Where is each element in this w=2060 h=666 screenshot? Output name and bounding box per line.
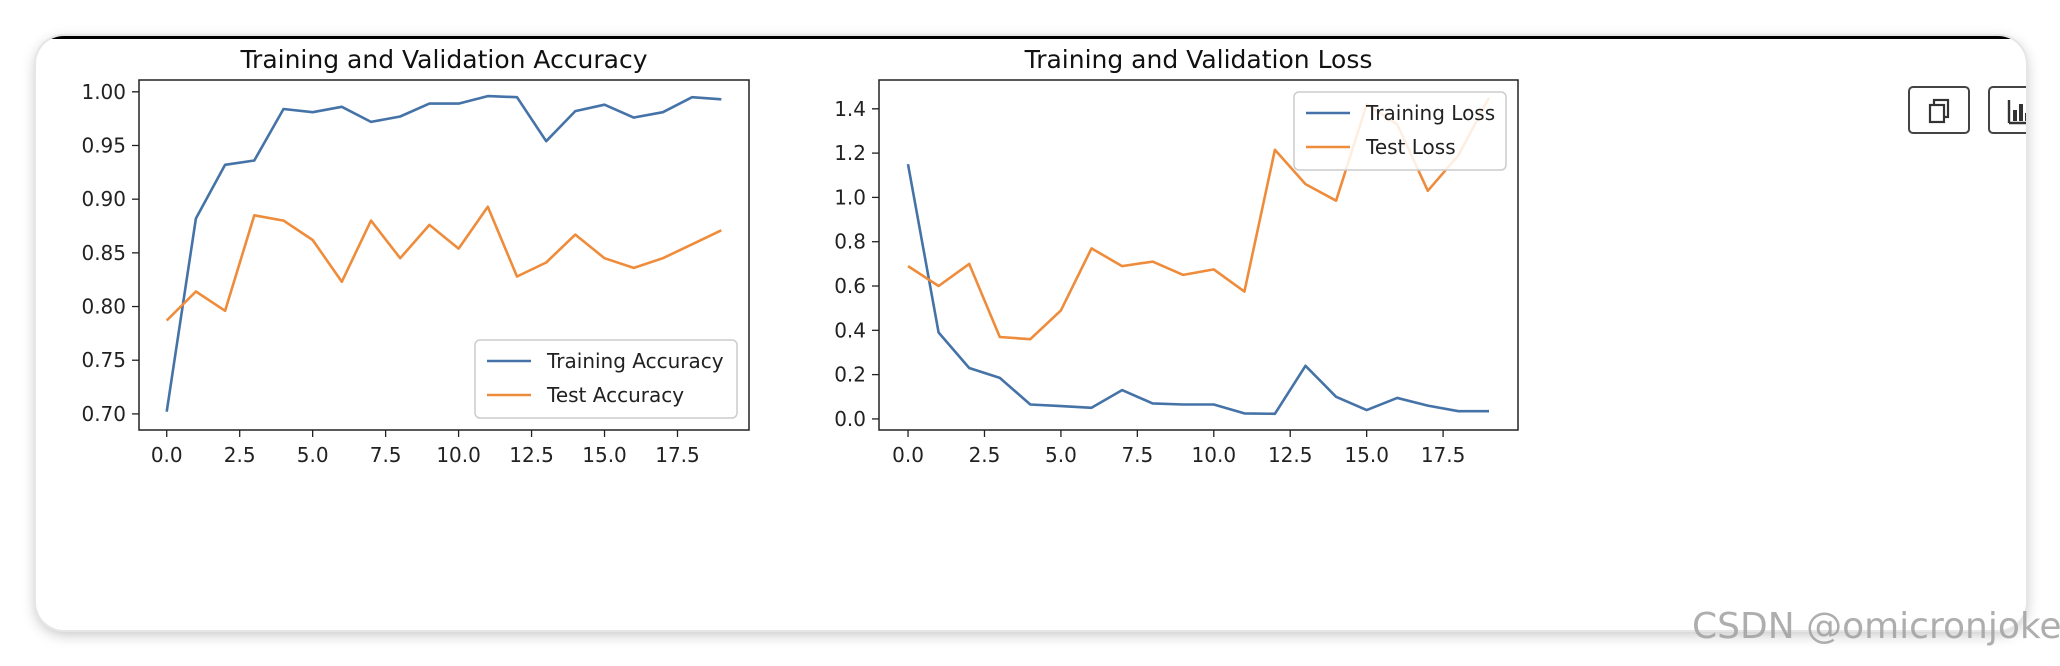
loss-plot: Training and Validation Loss 0.0 2.5 5.0 7.5…	[834, 45, 1519, 467]
x-tick-label: 15.0	[1344, 443, 1389, 467]
series-line-training-loss	[906, 163, 1489, 416]
chart-view-button[interactable]	[1988, 86, 2026, 134]
y-tick-label: 0.75	[81, 348, 126, 372]
x-tick-label: 17.5	[1421, 443, 1466, 467]
x-tick-label: 0.0	[892, 443, 924, 467]
y-tick-label: 0.0	[834, 407, 866, 431]
axes-frame	[138, 79, 750, 431]
y-tick-label: 0.2	[834, 363, 866, 387]
notebook-output-card: Training and Validation Accuracy 0.0 2.5 5.…	[36, 36, 2026, 630]
copy-icon	[1928, 98, 1950, 124]
y-tick-label: 0.8	[834, 230, 866, 254]
x-tick-label: 5.0	[297, 443, 329, 467]
x-tick-label: 10.0	[1192, 443, 1237, 467]
y-tick-label: 1.2	[834, 141, 866, 165]
legend-label: Test Loss	[1365, 135, 1456, 159]
cell-top-border	[36, 36, 2026, 39]
x-tick-label: 2.5	[224, 443, 256, 467]
y-tick-label: 0.70	[81, 402, 126, 426]
accuracy-plot: Training and Validation Accuracy 0.0 2.5 5.…	[81, 45, 750, 467]
figure: Training and Validation Accuracy 0.0 2.5 5.…	[81, 45, 1519, 467]
y-tick-label: 0.85	[81, 241, 126, 265]
legend-label: Training Loss	[1365, 101, 1495, 125]
x-tick-label: 2.5	[969, 443, 1001, 467]
y-tick-label: 1.0	[834, 185, 866, 209]
bar-chart-icon	[2007, 100, 2026, 125]
x-tick-label: 7.5	[370, 443, 402, 467]
y-tick-label: 1.00	[81, 80, 126, 104]
series-line-training-accuracy	[165, 94, 722, 412]
x-tick-label: 10.0	[436, 443, 481, 467]
x-tick-label: 15.0	[582, 443, 627, 467]
series-line-test-accuracy	[165, 205, 722, 322]
legend-label: Test Accuracy	[546, 383, 684, 407]
x-tick-label: 0.0	[151, 443, 183, 467]
y-tick-label: 0.90	[81, 187, 126, 211]
copy-output-button[interactable]	[1908, 86, 1970, 134]
y-tick-label: 1.4	[834, 97, 866, 121]
x-tick-label: 12.5	[509, 443, 554, 467]
x-tick-label: 5.0	[1045, 443, 1077, 467]
legend-box	[1293, 91, 1507, 171]
x-tick-label: 7.5	[1121, 443, 1153, 467]
chart-title: Training and Validation Loss	[1024, 45, 1373, 74]
y-tick-label: 0.95	[81, 133, 126, 157]
x-tick-label: 17.5	[655, 443, 700, 467]
x-tick-label: 12.5	[1268, 443, 1313, 467]
chart-title: Training and Validation Accuracy	[239, 45, 647, 74]
legend-label: Training Accuracy	[546, 349, 724, 373]
y-tick-label: 0.80	[81, 295, 126, 319]
legend-box	[474, 339, 738, 419]
y-tick-label: 0.6	[834, 274, 866, 298]
axes-frame	[878, 79, 1519, 431]
y-tick-label: 0.4	[834, 318, 866, 342]
watermark: CSDN @omicronjoke	[1692, 606, 2060, 647]
